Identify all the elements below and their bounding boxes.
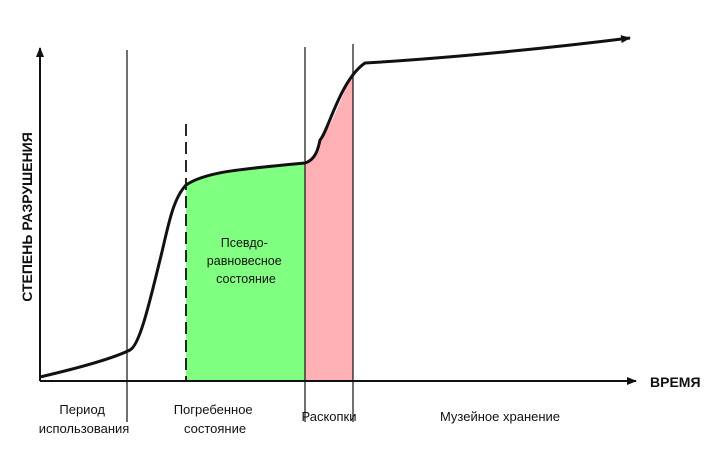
degradation-curve — [39, 35, 631, 379]
y-axis-label: СТЕПЕНЬ РАЗРУШЕНИЯ — [19, 132, 35, 302]
pseudo-equilibrium-label-line: Псевдо- — [221, 236, 268, 250]
pseudo-equilibrium-label-line: состояние — [216, 272, 276, 286]
period-label-line: использования — [39, 421, 130, 436]
period-museum-label: Музейное хранение — [440, 409, 560, 424]
period-label-line: Погребенное — [174, 402, 253, 417]
period-label-line: Период — [59, 402, 105, 417]
period-use-label: Период использования — [39, 402, 130, 436]
pseudo-equilibrium-region — [186, 163, 305, 381]
period-label-line: Музейное хранение — [440, 409, 560, 424]
period-label-line: состояние — [184, 421, 246, 436]
excavation-region — [305, 70, 353, 381]
pseudo-equilibrium-label: Псевдо- равновесное состояние — [207, 236, 285, 286]
x-axis-label: ВРЕМЯ — [650, 374, 701, 390]
pseudo-equilibrium-label-line: равновесное — [207, 254, 282, 268]
period-burial-label: Погребенное состояние — [174, 402, 257, 436]
period-label-line: Раскопки — [301, 409, 356, 424]
period-excavation-label: Раскопки — [301, 409, 356, 424]
